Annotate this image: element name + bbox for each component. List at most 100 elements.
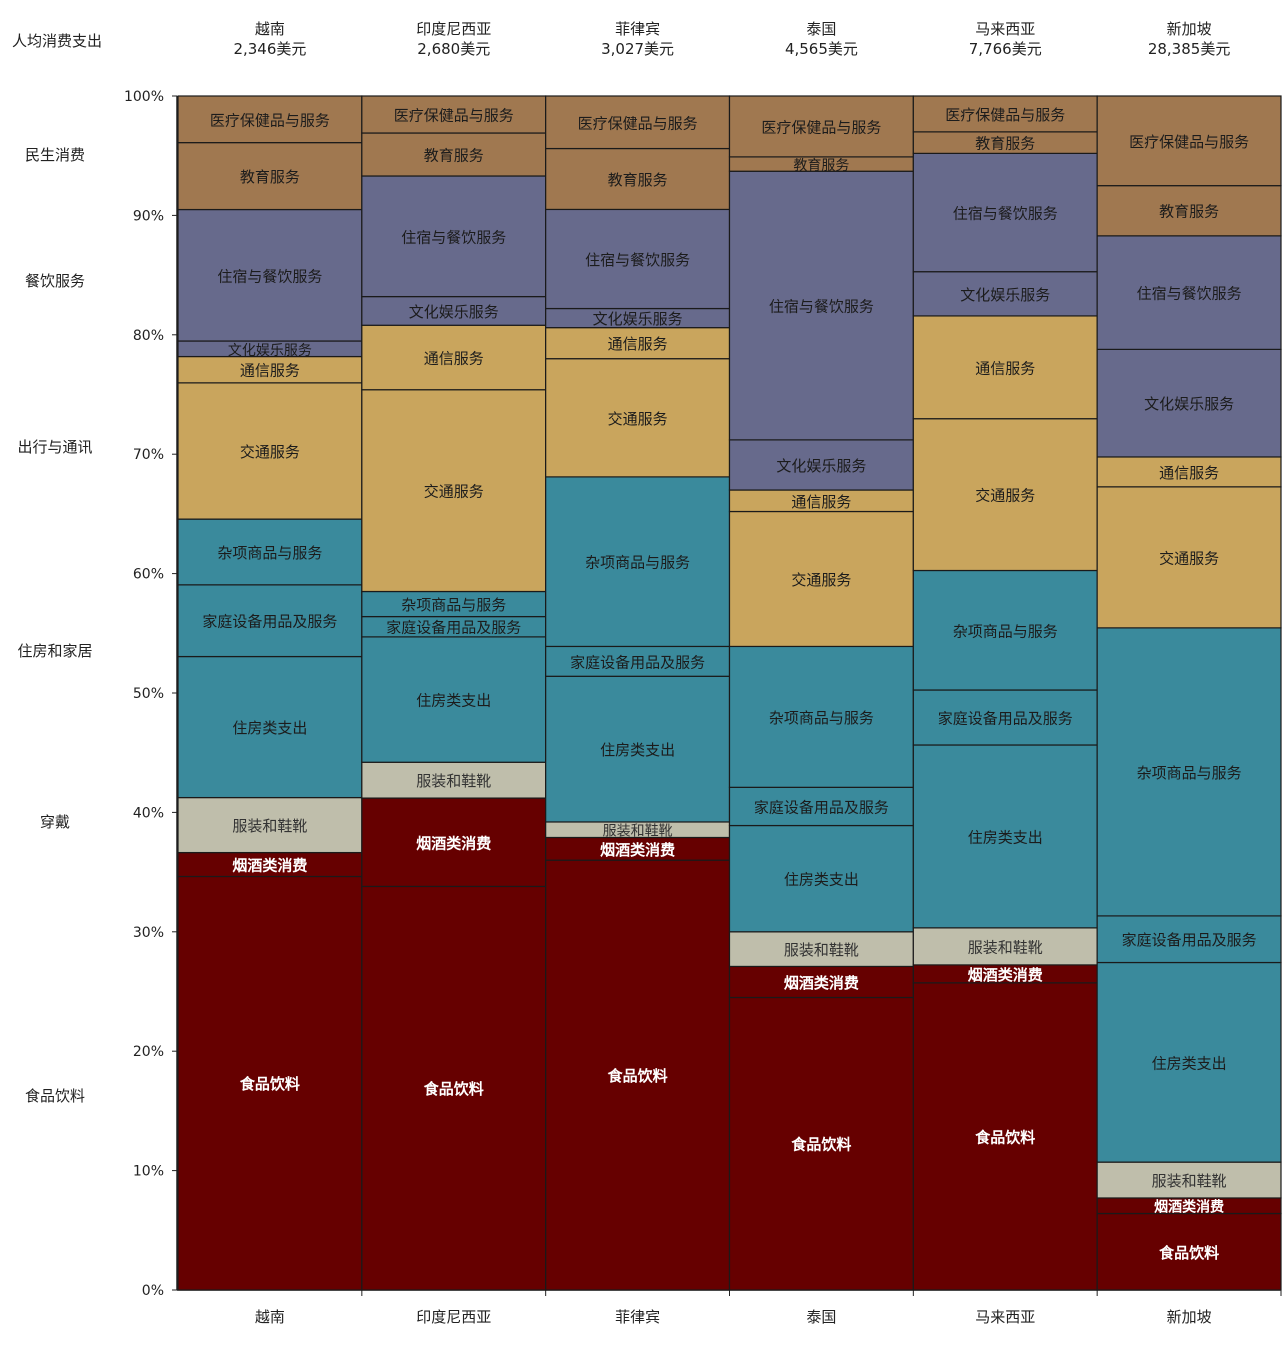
segment-label: 家庭设备用品及服务 (754, 798, 889, 816)
y-tick-label: 70% (133, 447, 164, 463)
bar-segment (728, 931, 914, 968)
segment-label: 文化娱乐服务 (228, 343, 312, 359)
y-tick-label: 80% (133, 328, 164, 344)
bar-segment (545, 859, 731, 1291)
bar-segment (545, 645, 731, 677)
bar-segment (728, 786, 914, 827)
header-label: 人均消费支出 (12, 32, 102, 50)
bar-segment (361, 95, 547, 134)
segment-label: 通信服务 (608, 335, 668, 353)
bar-segment (1096, 486, 1282, 629)
segment-label: 文化娱乐服务 (409, 303, 499, 321)
bar-segment (728, 510, 914, 648)
segment-label: 服装和鞋靴 (232, 817, 307, 835)
segment-label: 住宿与餐饮服务 (953, 205, 1058, 223)
bar-segment (1096, 348, 1282, 458)
group-label: 民生消费 (25, 146, 85, 164)
segment-label: 服装和鞋靴 (968, 938, 1043, 956)
header-country: 越南 (255, 20, 285, 38)
bar-segment (1096, 95, 1282, 187)
segment-label: 文化娱乐服务 (960, 286, 1050, 304)
x-tick-label: 印度尼西亚 (416, 1308, 491, 1326)
bar-segment (177, 796, 363, 854)
group-label: 食品饮料 (25, 1087, 85, 1105)
bar-segment (912, 152, 1098, 273)
segment-label: 文化娱乐服务 (593, 310, 683, 328)
segment-label: 交通服务 (791, 571, 851, 589)
bar-segment (912, 95, 1098, 133)
y-tick-label: 30% (133, 925, 164, 941)
y-tick-label: 100% (124, 89, 164, 105)
header-spending: 2,346美元 (233, 40, 306, 58)
segment-label: 住宿与餐饮服务 (585, 251, 690, 269)
y-tick-label: 20% (133, 1044, 164, 1060)
segment-label: 住宿与餐饮服务 (1137, 285, 1242, 303)
header-spending: 3,027美元 (601, 40, 674, 58)
segment-label: 通信服务 (1159, 464, 1219, 482)
segment-label: 教育服务 (1159, 203, 1219, 221)
segment-label: 教育服务 (793, 158, 849, 174)
bar-segment (728, 645, 914, 788)
segment-label: 服装和鞋靴 (1152, 1172, 1227, 1190)
segment-label: 杂项商品与服务 (769, 709, 874, 727)
x-tick-label: 菲律宾 (615, 1308, 660, 1326)
segment-label: 家庭设备用品及服务 (202, 613, 337, 631)
segment-label: 教育服务 (975, 135, 1035, 153)
bar-segment (177, 382, 363, 520)
bar-segment (177, 142, 363, 211)
segment-label: 杂项商品与服务 (401, 596, 506, 614)
segment-label: 医疗保健品与服务 (945, 106, 1065, 124)
segment-label: 教育服务 (424, 147, 484, 165)
bar-segment (912, 569, 1098, 691)
x-tick-label: 泰国 (806, 1308, 836, 1326)
bar-segment (728, 965, 914, 999)
bar-segment (728, 439, 914, 491)
bar-segment (1096, 627, 1282, 917)
segment-label: 食品饮料 (975, 1128, 1035, 1146)
segment-label: 食品饮料 (424, 1080, 484, 1098)
segment-label: 医疗保健品与服务 (394, 107, 514, 125)
segment-label: 家庭设备用品及服务 (386, 619, 521, 637)
segment-label: 杂项商品与服务 (1137, 764, 1242, 782)
group-label: 住房和家居 (17, 642, 92, 660)
segment-label: 住房类支出 (968, 828, 1043, 846)
segment-label: 住宿与餐饮服务 (401, 228, 506, 246)
bar-segment (361, 389, 547, 593)
segment-label: 住房类支出 (600, 741, 675, 759)
header-spending: 2,680美元 (417, 40, 490, 58)
y-tick-label: 50% (133, 686, 164, 702)
x-tick-label: 马来西亚 (975, 1308, 1035, 1326)
bar-segment (545, 208, 731, 310)
segment-label: 交通服务 (975, 487, 1035, 505)
bar-segment (361, 636, 547, 763)
segment-label: 住房类支出 (416, 692, 491, 710)
segment-label: 烟酒类消费 (232, 857, 307, 875)
x-tick-label: 新加坡 (1167, 1308, 1212, 1326)
segment-label: 通信服务 (240, 362, 300, 380)
bar-segment (728, 95, 914, 158)
bar-segment (177, 875, 363, 1291)
bar-segment (361, 324, 547, 391)
bar-segment (912, 418, 1098, 572)
bar-segment (912, 982, 1098, 1291)
segment-label: 通信服务 (791, 493, 851, 511)
segment-label: 文化娱乐服务 (776, 457, 866, 475)
y-tick-label: 90% (133, 208, 164, 224)
segment-label: 教育服务 (608, 171, 668, 189)
segment-label: 杂项商品与服务 (953, 622, 1058, 640)
bar-segment (912, 744, 1098, 929)
segment-label: 家庭设备用品及服务 (938, 710, 1073, 728)
bar-segment (177, 655, 363, 799)
segment-label: 食品饮料 (240, 1075, 300, 1093)
bar-segment (177, 584, 363, 658)
header-country: 印度尼西亚 (416, 20, 491, 38)
segment-label: 服装和鞋靴 (784, 941, 859, 959)
group-label: 出行与通讯 (17, 438, 92, 456)
bar-segment (545, 147, 731, 211)
segment-label: 住房类支出 (784, 871, 859, 889)
bar-segment (361, 132, 547, 177)
y-tick-label: 0% (142, 1283, 164, 1299)
segment-label: 食品饮料 (608, 1067, 668, 1085)
header-spending: 28,385美元 (1148, 40, 1231, 58)
segment-label: 交通服务 (1159, 549, 1219, 567)
